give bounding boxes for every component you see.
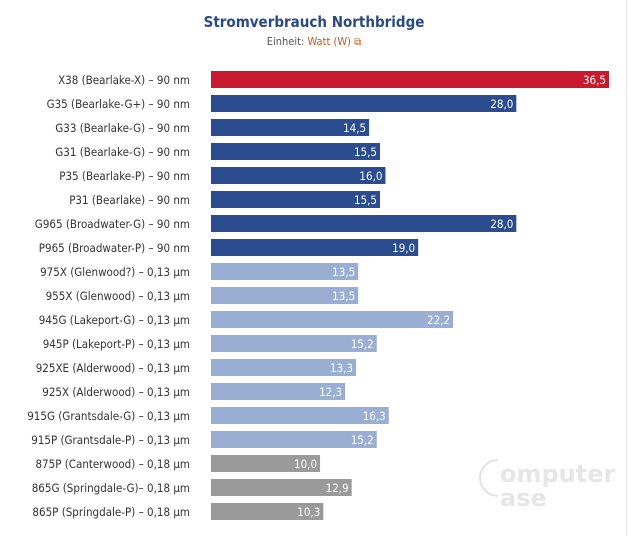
chart-subtitle: Einheit: Watt (W) ⧉ bbox=[0, 35, 628, 48]
svg-text:ase: ase bbox=[500, 484, 547, 512]
category-label: 945P (Lakeport-P) – 0,13 µm bbox=[43, 337, 190, 351]
svg-text:omputer: omputer bbox=[500, 460, 616, 488]
bar bbox=[211, 239, 419, 256]
bar bbox=[211, 191, 381, 208]
bar-value-label: 12,3 bbox=[319, 385, 342, 399]
computerbase-watermark-logo: omputer ase bbox=[479, 459, 616, 512]
bar-value-label: 15,2 bbox=[351, 433, 374, 447]
bar-value-label: 12,9 bbox=[326, 481, 349, 495]
category-label: G33 (Bearlake-G) – 90 nm bbox=[55, 121, 190, 135]
category-label: P35 (Bearlake-P) – 90 nm bbox=[59, 169, 190, 183]
bar-value-label: 36,5 bbox=[583, 73, 606, 87]
unit-prefix: Einheit: bbox=[266, 35, 305, 48]
category-label: X38 (Bearlake-X) – 90 nm bbox=[58, 73, 190, 87]
external-link-icon[interactable]: ⧉ bbox=[354, 37, 362, 48]
bar-value-label: 13,3 bbox=[330, 361, 353, 375]
bar bbox=[211, 479, 352, 496]
category-label: G35 (Bearlake-G+) – 90 nm bbox=[47, 97, 190, 111]
category-label: 875P (Canterwood) – 0,18 µm bbox=[35, 457, 190, 471]
bar-value-label: 15,5 bbox=[354, 193, 377, 207]
bar bbox=[211, 167, 386, 184]
bar-value-label: 14,5 bbox=[343, 121, 366, 135]
chart-title: Stromverbrauch Northbridge bbox=[203, 13, 425, 31]
bar-value-label: 10,3 bbox=[297, 505, 320, 519]
bar bbox=[211, 95, 517, 112]
bar-value-label: 10,0 bbox=[294, 457, 317, 471]
bar-value-label: 16,0 bbox=[359, 169, 382, 183]
unit-link[interactable]: Watt (W) bbox=[307, 35, 352, 48]
category-label: 945G (Lakeport-G) – 0,13 µm bbox=[39, 313, 190, 327]
bar bbox=[211, 431, 377, 448]
bar-value-label: 16,3 bbox=[363, 409, 386, 423]
bar bbox=[211, 71, 609, 88]
category-label: P965 (Broadwater-P) – 90 nm bbox=[39, 241, 190, 255]
bar bbox=[211, 311, 454, 328]
bar bbox=[211, 503, 324, 520]
bar-value-label: 28,0 bbox=[490, 217, 513, 231]
bar-value-label: 22,2 bbox=[427, 313, 450, 327]
panel-border bbox=[626, 0, 627, 536]
bar bbox=[211, 119, 370, 136]
bar-value-label: 13,5 bbox=[332, 265, 355, 279]
bar-value-label: 13,5 bbox=[332, 289, 355, 303]
bar bbox=[211, 287, 359, 304]
bar-value-label: 28,0 bbox=[490, 97, 513, 111]
category-label: G31 (Bearlake-G) – 90 nm bbox=[55, 145, 190, 159]
bar bbox=[211, 455, 321, 472]
bar bbox=[211, 215, 517, 232]
bar bbox=[211, 383, 346, 400]
category-label: G965 (Broadwater-G) – 90 nm bbox=[35, 217, 190, 231]
category-label: 915G (Grantsdale-G) – 0,13 µm bbox=[27, 409, 190, 423]
bar bbox=[211, 263, 359, 280]
bar bbox=[211, 407, 389, 424]
category-label: 975X (Glenwood?) – 0,13 µm bbox=[40, 265, 190, 279]
bar bbox=[211, 143, 381, 160]
bar bbox=[211, 359, 357, 376]
bar-value-label: 15,2 bbox=[351, 337, 374, 351]
bar-value-label: 19,0 bbox=[392, 241, 415, 255]
category-label: 865G (Springdale-G)– 0,18 µm bbox=[32, 481, 190, 495]
category-label: 955X (Glenwood) – 0,13 µm bbox=[46, 289, 190, 303]
category-label: 925X (Alderwood) – 0,13 µm bbox=[42, 385, 190, 399]
category-label: 865P (Springdale-P) – 0,18 µm bbox=[32, 505, 190, 519]
category-label: P31 (Bearlake) – 90 nm bbox=[69, 193, 190, 207]
bar-value-label: 15,5 bbox=[354, 145, 377, 159]
category-label: 915P (Grantsdale-P) – 0,13 µm bbox=[31, 433, 190, 447]
category-label: 925XE (Alderwood) – 0,13 µm bbox=[36, 361, 190, 375]
bar bbox=[211, 335, 377, 352]
